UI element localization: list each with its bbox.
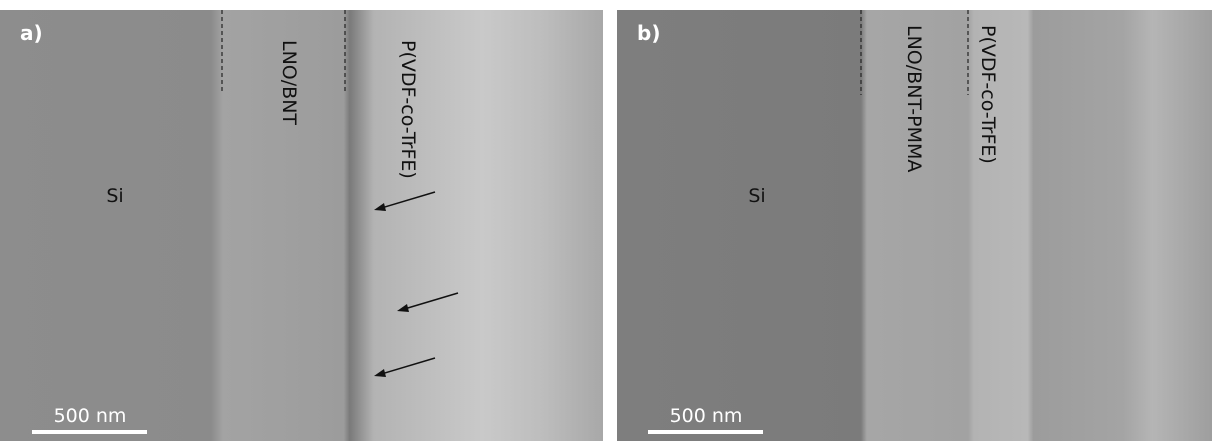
region-label: LNO/BNT-PMMA <box>903 25 925 172</box>
region-label: LNO/BNT <box>278 40 300 125</box>
micrograph <box>0 10 603 441</box>
arrows <box>374 191 459 377</box>
region-label: Si <box>106 185 123 207</box>
panel-label: a) <box>20 21 43 45</box>
panel-label: b) <box>637 21 660 45</box>
scale-bar <box>32 430 147 434</box>
scale-bar <box>648 430 763 434</box>
scale-bar-label: 500 nm <box>670 405 743 427</box>
panel-a: a) Si LNO/BNT P(VDF-co-TrFE) 500 nm <box>0 10 603 441</box>
scale-bar-label: 500 nm <box>54 405 127 427</box>
region-label: P(VDF-co-TrFE) <box>397 40 419 179</box>
micrograph <box>617 10 1212 441</box>
region-label: P(VDF-co-TrFE) <box>977 25 999 164</box>
panel-b: b) Si LNO/BNT-PMMA P(VDF-co-TrFE) 500 nm <box>617 10 1212 441</box>
region-label: Si <box>748 185 765 207</box>
